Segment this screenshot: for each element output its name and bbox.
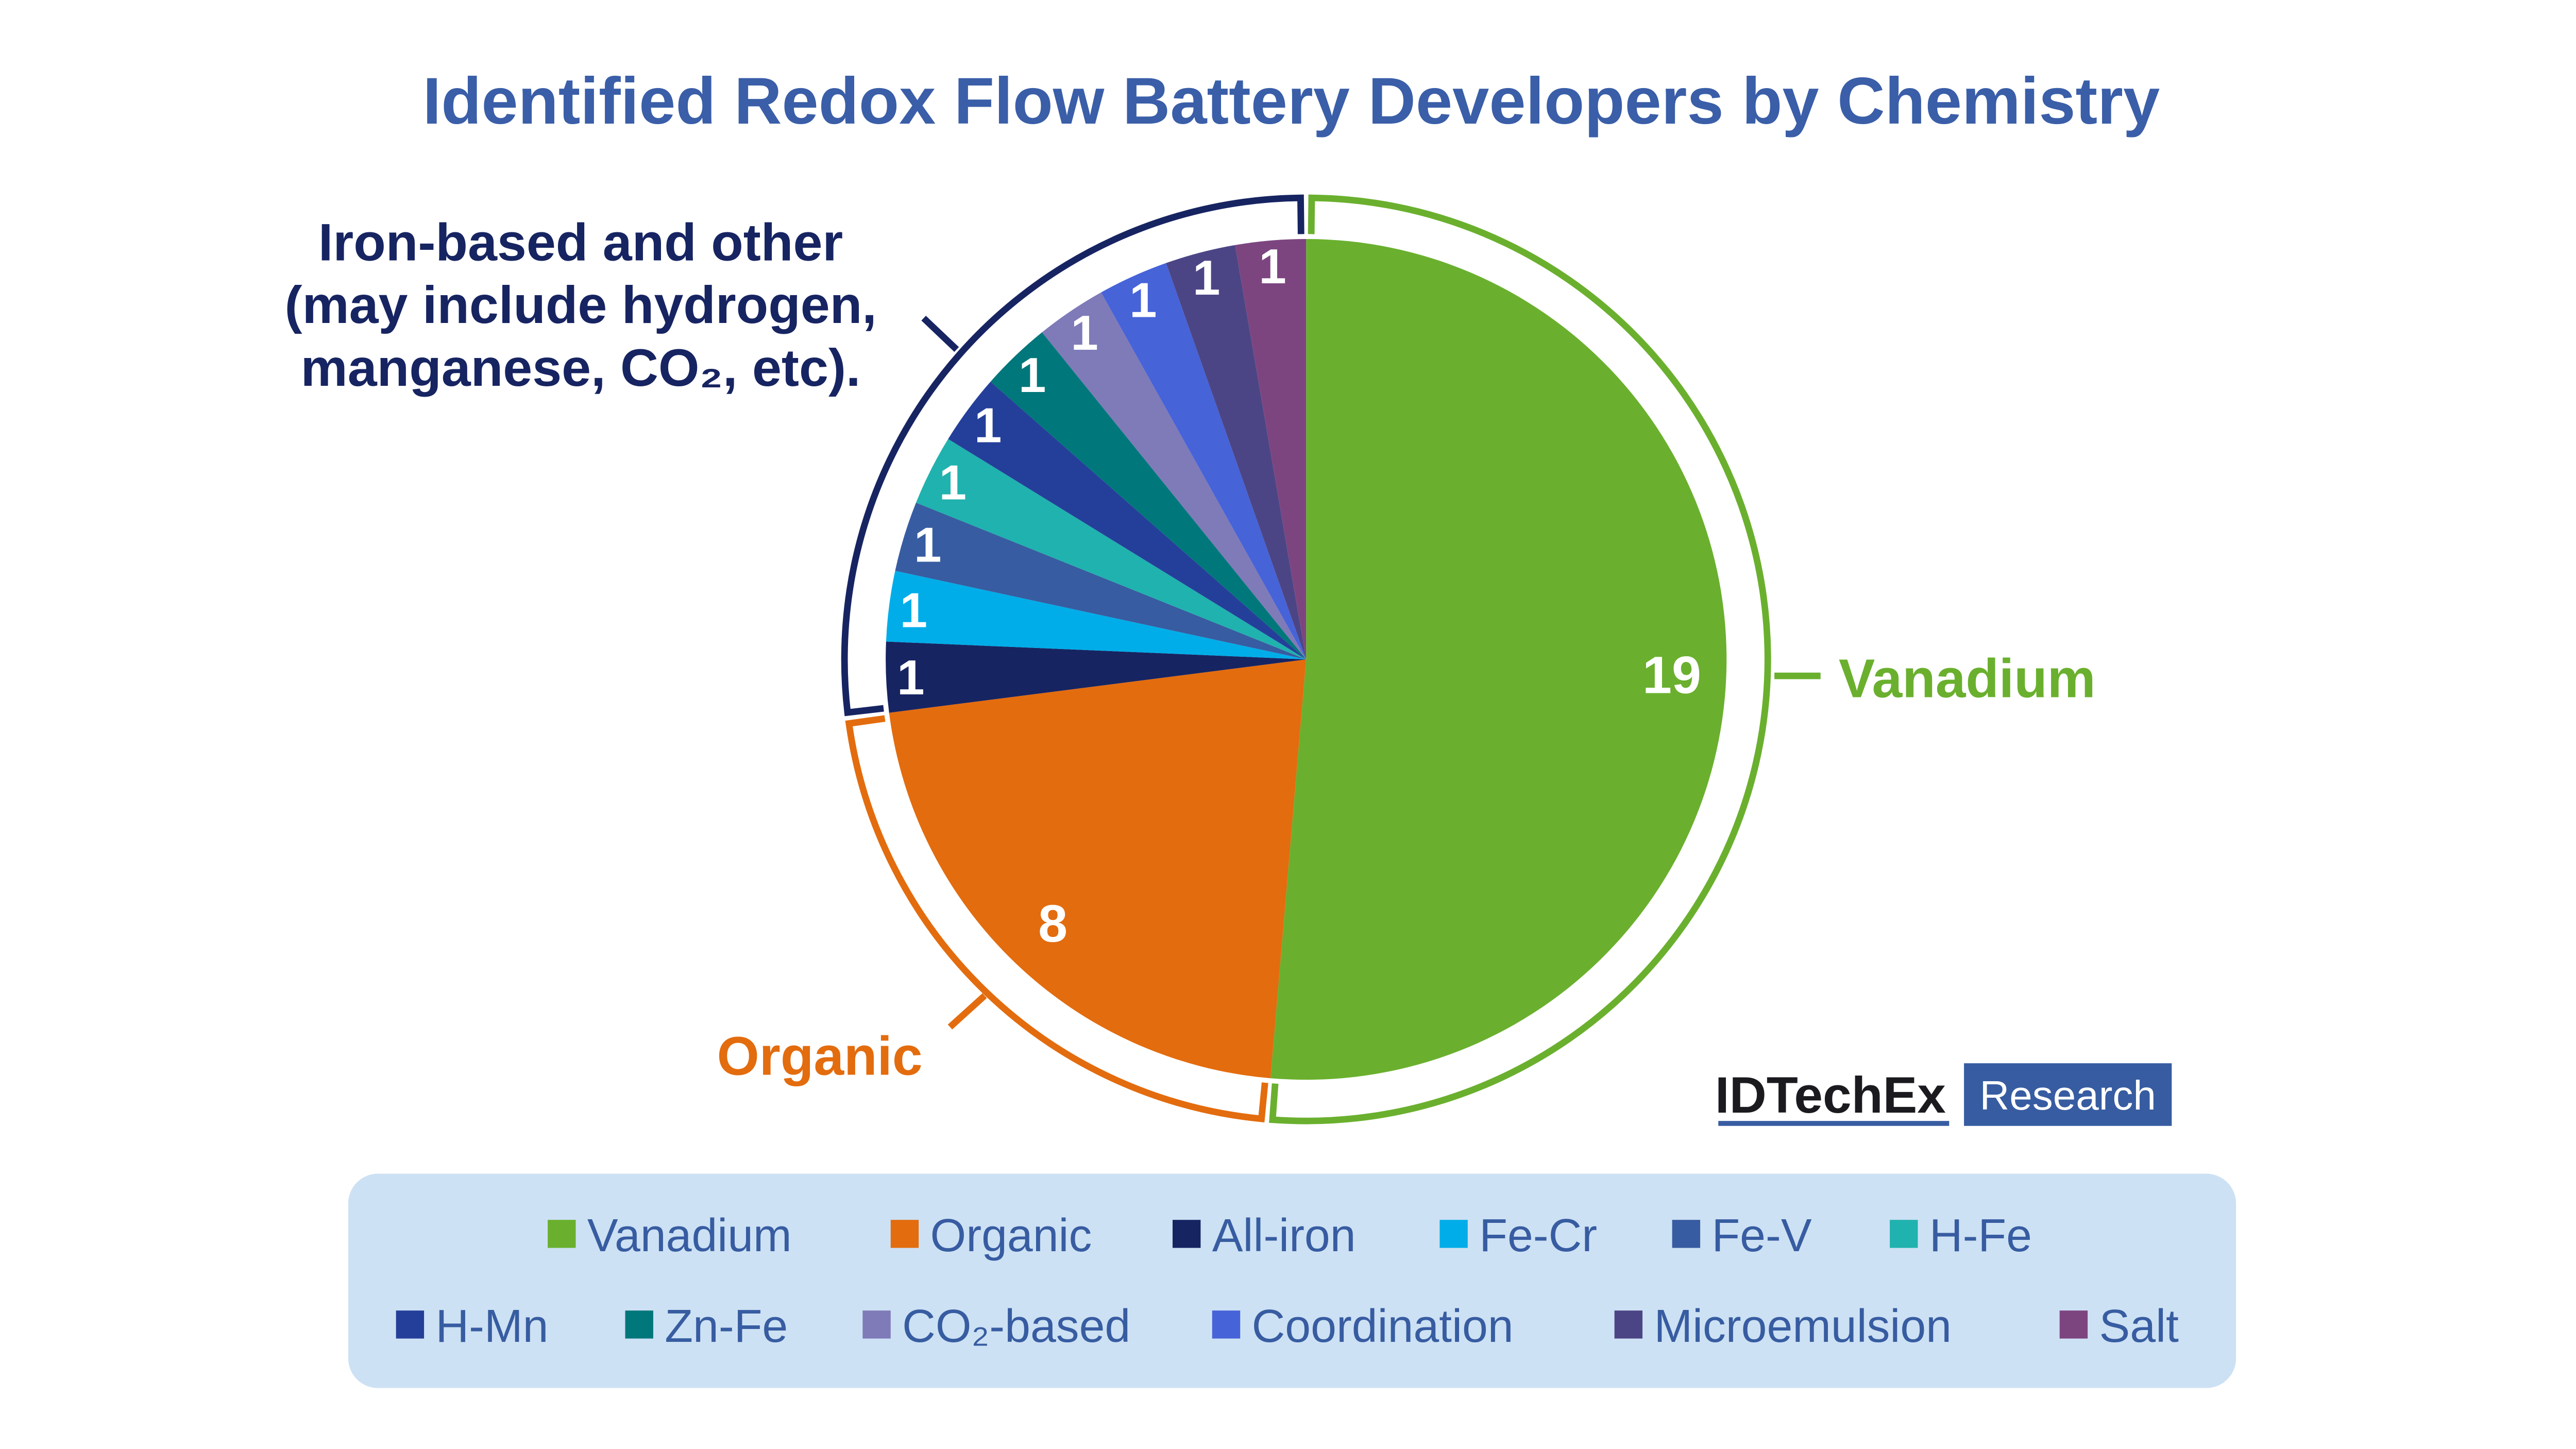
legend-label: Fe-Cr <box>1479 1209 1597 1261</box>
slice-value-label: 1 <box>1259 239 1286 294</box>
slice-value-label: 1 <box>1019 348 1046 403</box>
slice-value-label: 1 <box>939 455 967 510</box>
iron-annotation-line: Iron-based and other <box>318 213 843 272</box>
pie-slice-salt <box>1235 239 1307 660</box>
legend-swatch <box>862 1310 891 1339</box>
iron-annotation-line: (may include hydrogen, <box>284 275 876 334</box>
slice-value-label: 8 <box>1038 894 1067 953</box>
vanadium-annotation: Vanadium <box>1839 649 2096 709</box>
slice-value-label: 1 <box>914 517 941 572</box>
svg-text:IDTechEx: IDTechEx <box>1715 1067 1946 1124</box>
group-bracket <box>845 715 1268 1122</box>
organic-leader <box>947 993 987 1030</box>
legend-label: H-Fe <box>1929 1209 2032 1261</box>
slice-value-label: 1 <box>897 650 924 705</box>
legend-item: CO₂-based <box>862 1300 1130 1352</box>
legend-swatch <box>1439 1220 1468 1248</box>
legend-swatch <box>890 1220 919 1248</box>
pie-slice-fe-v <box>895 502 1307 660</box>
slice-value-label: 1 <box>1129 272 1157 328</box>
legend-label: Vanadium <box>587 1209 792 1261</box>
legend-label: Salt <box>2099 1300 2179 1352</box>
legend-item: Vanadium <box>548 1209 792 1261</box>
pie-slice-h-fe <box>916 439 1307 660</box>
pie-slice-fe-cr <box>886 571 1307 660</box>
legend-swatch <box>1212 1310 1241 1339</box>
organic-annotation: Organic <box>717 1026 923 1087</box>
legend-item: Fe-Cr <box>1439 1209 1597 1261</box>
pie-slice-coordination <box>1101 263 1307 660</box>
pie-slice-organic <box>889 659 1307 1079</box>
legend-item: Salt <box>2059 1300 2179 1352</box>
legend-swatch <box>1172 1220 1201 1248</box>
group-bracket <box>841 194 1304 717</box>
legend-label: H-Mn <box>435 1300 548 1352</box>
legend-item: Organic <box>890 1209 1092 1261</box>
slice-value-label: 1 <box>974 398 1002 453</box>
iron-annotation-line: manganese, CO₂, etc). <box>301 338 861 397</box>
legend-label: Coordination <box>1252 1300 1514 1352</box>
slice-value-label: 1 <box>1193 250 1220 305</box>
slice-value-label: 1 <box>1071 305 1098 361</box>
legend-item: H-Mn <box>396 1300 548 1352</box>
legend-item: Microemulsion <box>1614 1300 1952 1352</box>
legend-item: Coordination <box>1212 1300 1514 1352</box>
legend-swatch <box>625 1310 653 1339</box>
legend: Vanadium Organic All-iron Fe-Cr Fe-V H-Fe H-Mn… <box>396 1209 2179 1352</box>
legend-swatch <box>1890 1220 1918 1248</box>
legend-label: Fe-V <box>1711 1209 1811 1261</box>
pie-slice-h-mn <box>948 381 1307 660</box>
legend-label: Organic <box>930 1209 1092 1261</box>
chart-title: Identified Redox Flow Battery Developers… <box>423 64 2160 138</box>
pie-slice-zn-fe <box>990 332 1307 660</box>
slice-value-label: 1 <box>900 583 927 638</box>
slice-value-label: 19 <box>1642 645 1701 704</box>
pie-slice-all-iron <box>886 641 1307 713</box>
legend-swatch <box>548 1220 576 1248</box>
legend-swatch <box>396 1310 425 1339</box>
pie-slice-co-based <box>1042 292 1307 660</box>
legend-label: Zn-Fe <box>665 1300 788 1352</box>
group-bracket <box>1269 194 1771 1124</box>
legend-item: All-iron <box>1172 1209 1356 1261</box>
legend-box <box>348 1173 2236 1388</box>
iron-leader <box>921 316 959 352</box>
legend-swatch <box>1672 1220 1701 1248</box>
legend-label: CO₂-based <box>902 1300 1130 1352</box>
legend-item: H-Fe <box>1890 1209 2032 1261</box>
legend-item: Zn-Fe <box>625 1300 788 1352</box>
svg-text:Research: Research <box>1980 1072 2156 1118</box>
legend-swatch <box>1614 1310 1643 1339</box>
legend-label: Microemulsion <box>1654 1300 1952 1352</box>
idtechex-logo: IDTechEx Research <box>1715 1063 2172 1126</box>
legend-swatch <box>2059 1310 2088 1339</box>
legend-label: All-iron <box>1212 1209 1356 1261</box>
pie-slice-vanadium <box>1270 239 1727 1080</box>
legend-item: Fe-V <box>1672 1209 1812 1261</box>
pie-slice-microemulsion <box>1166 245 1307 660</box>
